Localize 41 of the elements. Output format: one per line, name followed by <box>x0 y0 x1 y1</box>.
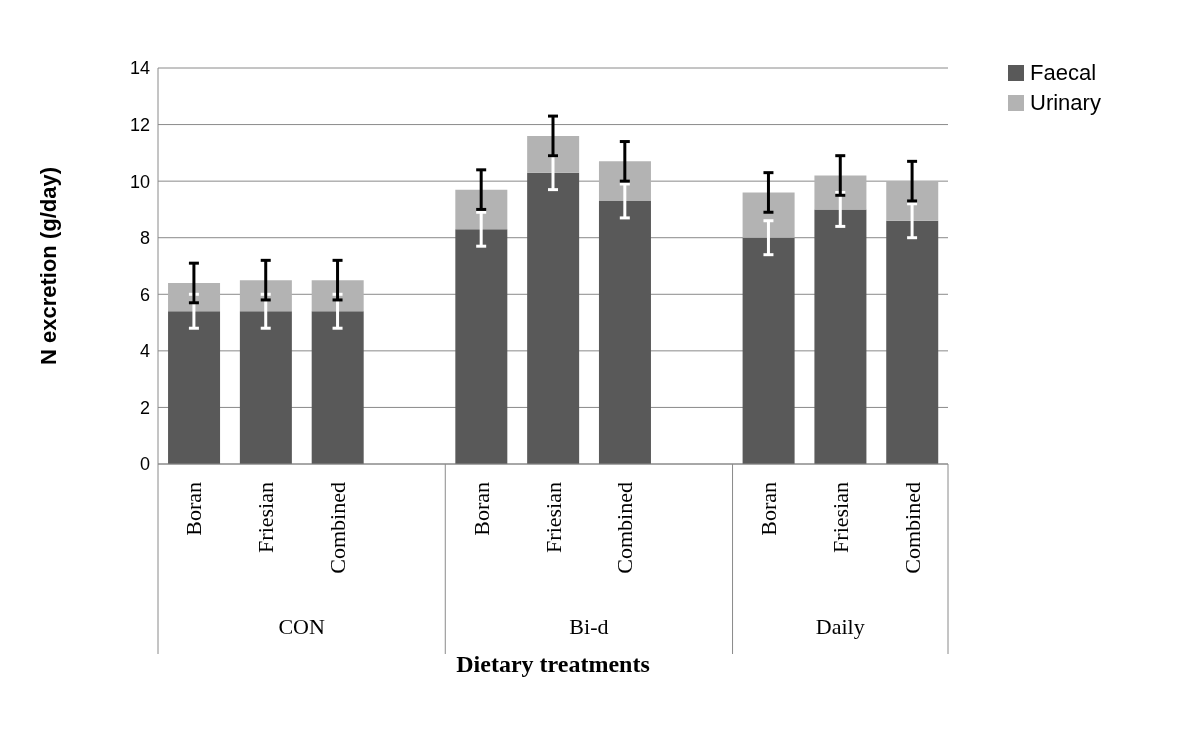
bar <box>598 161 651 201</box>
y-tick-label: 14 <box>129 58 150 79</box>
bar <box>168 311 221 464</box>
y-tick-label: 2 <box>139 397 150 418</box>
bar <box>455 229 508 464</box>
y-tick-label: 10 <box>129 171 150 192</box>
bar <box>239 311 292 464</box>
bar <box>598 200 651 464</box>
bar <box>455 189 508 230</box>
x-tick-label: Friesian <box>540 482 566 553</box>
bar <box>527 172 580 464</box>
bar <box>886 181 939 221</box>
legend-label: Faecal <box>1030 59 1097 87</box>
text: Bi-d <box>569 614 609 639</box>
text: CON <box>278 614 325 639</box>
x-tick-label: Combined <box>612 482 638 574</box>
y-tick-label: 8 <box>139 228 150 249</box>
x-tick-label: Combined <box>899 482 925 574</box>
bar <box>239 280 292 312</box>
bar <box>311 280 364 312</box>
x-tick-label: Friesian <box>253 482 279 553</box>
text: Daily <box>815 614 865 639</box>
x-tick-label: Boran <box>181 482 207 536</box>
x-tick-label: Boran <box>755 482 781 536</box>
bar <box>311 311 364 464</box>
bar <box>814 175 867 210</box>
y-axis-title: N excretion (g/day) <box>35 166 61 366</box>
bar <box>742 192 795 238</box>
bar <box>527 135 580 173</box>
x-axis-title: Dietary treatments <box>456 651 650 677</box>
y-tick-label: 6 <box>139 284 150 305</box>
y-tick-label: 12 <box>129 114 150 135</box>
legend-label: Urinary <box>1030 89 1101 117</box>
x-tick-label: Friesian <box>827 482 853 553</box>
y-tick-label: 0 <box>139 454 150 475</box>
bar <box>886 220 939 464</box>
y-tick-label: 4 <box>139 341 150 362</box>
x-tick-label: Boran <box>468 482 494 536</box>
x-tick-label: Combined <box>325 482 351 574</box>
bar <box>742 237 795 464</box>
bar <box>814 209 867 464</box>
